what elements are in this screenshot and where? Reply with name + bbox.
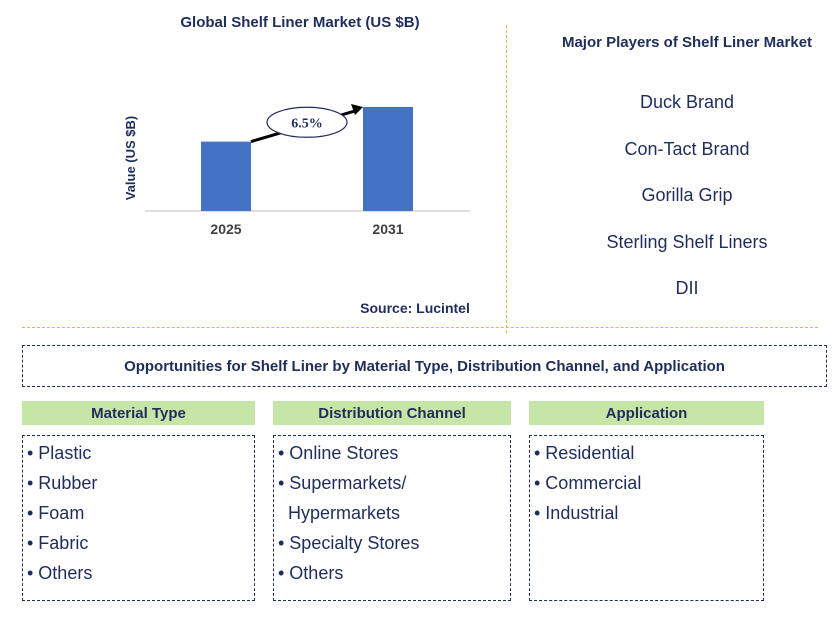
bar-2025 [201,141,251,211]
player-item: Sterling Shelf Liners [606,231,768,252]
cagr-ellipse [266,106,348,138]
x-tick-label: 2025 [210,221,241,237]
growth-arrow-head [351,103,363,115]
bar-2031 [363,106,413,211]
list-item: • Commercial [534,473,642,493]
player-item: Con-Tact Brand [624,138,750,159]
list-item: • Supermarkets/ [278,473,407,493]
players-title: Major Players of Shelf Liner Market [561,34,813,51]
opportunities-title: Opportunities for Shelf Liner by Materia… [22,345,827,387]
list-item: • Rubber [27,473,98,493]
y-axis-label: Value (US $B) [123,116,138,201]
player-item: DII [675,278,699,298]
list-item: • Online Stores [278,443,399,463]
list-item: • Fabric [27,533,89,553]
list-item: • Plastic [27,443,92,463]
distribution-channel-list: • Online Stores • Supermarkets/ Hypermar… [273,435,511,601]
list-item: • Others [27,563,93,583]
list-item: • Specialty Stores [278,533,420,553]
list-item: Hypermarkets [278,503,401,523]
players-list: Duck Brand Con-Tact Brand Gorilla Grip S… [548,92,826,325]
chart-title: Global Shelf Liner Market (US $B) [180,14,420,31]
list-item: • Residential [534,443,635,463]
source-label: Source: Lucintel [360,300,470,316]
list-item: • Foam [27,503,85,523]
cagr-label: 6.5% [291,116,323,131]
player-item: Gorilla Grip [641,185,733,205]
material-type-header: Material Type [22,401,255,425]
distribution-channel-header: Distribution Channel [273,401,511,425]
x-tick-label: 2031 [372,221,403,237]
vertical-divider [506,25,507,333]
application-list: • Residential • Commercial • Industrial [529,435,764,601]
list-item: • Others [278,563,344,583]
horizontal-divider [22,327,818,328]
player-item: Duck Brand [639,92,735,112]
list-item: • Industrial [534,503,619,523]
application-header: Application [529,401,764,425]
bar-chart: 2025 2031 Value (US $B) 6.5% [123,103,470,237]
material-type-list: • Plastic • Rubber • Foam • Fabric • Oth… [22,435,255,601]
